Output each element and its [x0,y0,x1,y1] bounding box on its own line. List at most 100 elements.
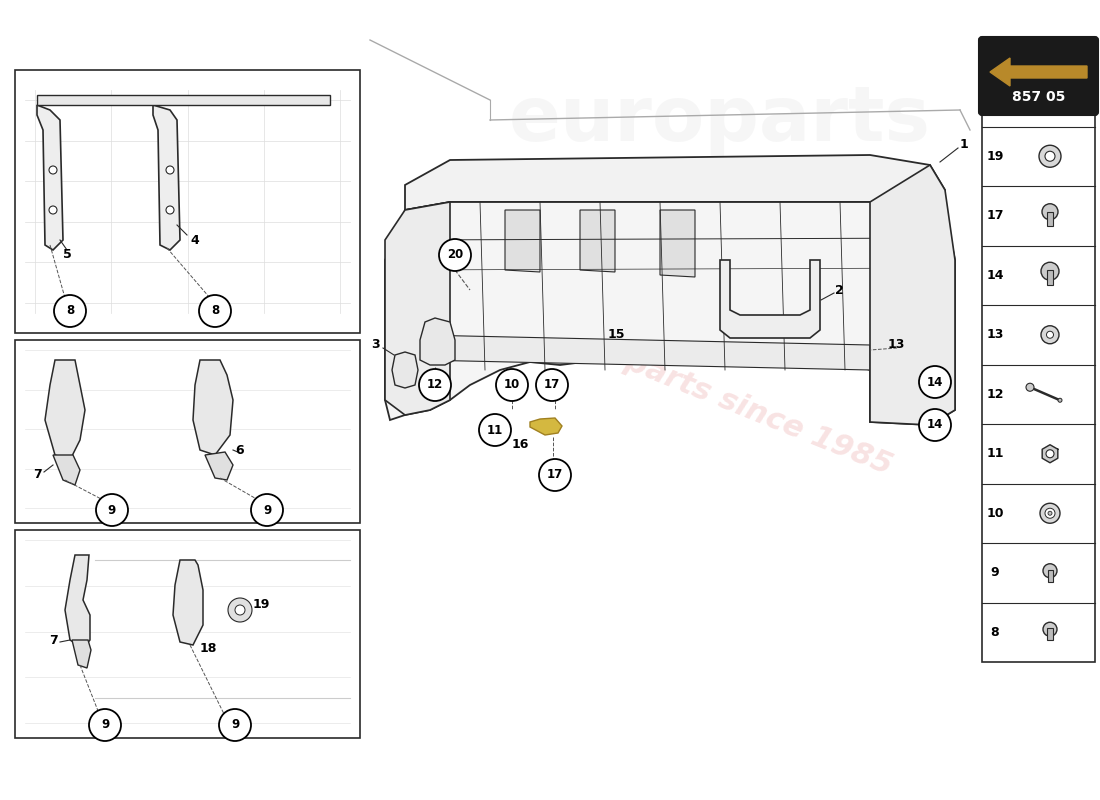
Circle shape [50,206,57,214]
Text: 3: 3 [371,338,380,351]
Bar [1047,628,1053,640]
Polygon shape [505,210,540,272]
Circle shape [251,494,283,526]
Text: a passion for parts since 1985: a passion for parts since 1985 [404,259,896,481]
Bar [15,530,360,738]
Text: 7: 7 [48,634,57,646]
Text: 14: 14 [927,418,943,431]
Polygon shape [420,335,870,370]
Text: 20: 20 [987,90,1003,103]
Polygon shape [37,105,63,250]
Text: 6: 6 [235,443,243,457]
Polygon shape [385,202,450,415]
Text: 17: 17 [543,378,560,391]
Circle shape [478,414,512,446]
Circle shape [219,709,251,741]
Circle shape [1026,383,1034,391]
Bar [1047,270,1053,286]
Polygon shape [205,452,233,480]
Polygon shape [392,352,418,388]
FancyBboxPatch shape [979,37,1098,115]
Circle shape [536,369,568,401]
Circle shape [1040,503,1060,523]
Text: 8: 8 [211,305,219,318]
Polygon shape [720,260,820,338]
Polygon shape [72,640,91,668]
Circle shape [1058,398,1062,402]
Text: 10: 10 [504,378,520,391]
Circle shape [1048,511,1052,515]
Circle shape [1045,508,1055,518]
Text: 9: 9 [101,718,109,731]
Text: 13: 13 [987,328,1003,342]
Bar [982,67,1094,662]
Text: 9: 9 [991,566,999,579]
Text: 8: 8 [66,305,74,318]
Circle shape [50,166,57,174]
Polygon shape [153,105,180,250]
Text: 17: 17 [987,210,1003,222]
Circle shape [1045,151,1055,162]
Polygon shape [53,455,80,485]
Polygon shape [192,360,233,455]
Circle shape [1041,326,1059,344]
Circle shape [1042,204,1058,220]
Text: 18: 18 [200,642,218,654]
Text: 9: 9 [108,503,117,517]
Polygon shape [45,360,85,460]
Circle shape [1046,450,1054,458]
Bar [15,70,360,333]
Circle shape [496,369,528,401]
Text: 7: 7 [33,469,42,482]
Text: 11: 11 [487,423,503,437]
Circle shape [419,369,451,401]
Polygon shape [870,165,955,425]
Text: 15: 15 [608,329,626,342]
Polygon shape [990,58,1087,86]
Circle shape [235,605,245,615]
Text: 16: 16 [512,438,529,451]
Circle shape [1041,262,1059,280]
Text: 12: 12 [427,378,443,391]
Text: 19: 19 [987,150,1003,162]
Circle shape [166,206,174,214]
Text: 12: 12 [987,388,1003,401]
Text: 17: 17 [547,469,563,482]
Circle shape [1043,622,1057,636]
Text: 1: 1 [960,138,969,151]
Polygon shape [405,155,945,210]
Bar [1047,570,1053,582]
Polygon shape [37,95,330,105]
Text: 10: 10 [987,506,1003,520]
Text: 19: 19 [253,598,271,611]
Polygon shape [65,555,90,648]
Text: europarts: europarts [509,83,931,157]
Circle shape [1024,84,1032,92]
Circle shape [1046,331,1054,338]
Bar [15,340,360,523]
Text: 5: 5 [63,249,72,262]
Circle shape [1043,564,1057,578]
Circle shape [539,459,571,491]
Polygon shape [385,202,955,425]
Circle shape [89,709,121,741]
Polygon shape [420,318,455,365]
Text: 13: 13 [888,338,905,351]
Text: 14: 14 [927,375,943,389]
Polygon shape [580,210,615,272]
Circle shape [166,166,174,174]
Circle shape [228,598,252,622]
Text: 8: 8 [991,626,999,638]
Circle shape [439,239,471,271]
Circle shape [54,295,86,327]
Circle shape [1040,146,1062,167]
Polygon shape [530,418,562,435]
Text: 11: 11 [987,447,1003,460]
Circle shape [96,494,128,526]
Circle shape [918,366,952,398]
Circle shape [918,409,952,441]
Text: 14: 14 [987,269,1003,282]
Polygon shape [660,210,695,277]
Text: 9: 9 [231,718,239,731]
Circle shape [199,295,231,327]
